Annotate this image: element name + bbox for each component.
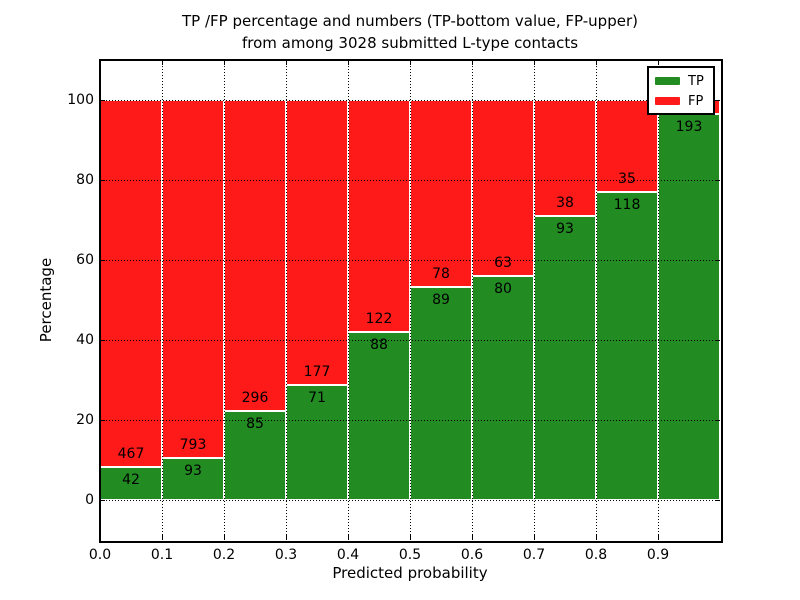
x-tick-label: 0.6 [460,547,484,563]
bar-segment-tp [658,114,720,500]
chart-title-line2: from among 3028 submitted L-type contact… [241,34,579,52]
bar-segment-fp [100,100,162,467]
y-tick-label: 0 [85,492,94,508]
y-tick-label: 80 [76,172,94,188]
bar-count-tp: 118 [613,196,641,213]
legend-swatch-fp-icon [655,97,680,105]
x-tick-label: 0.0 [88,547,112,563]
legend: TP FP [647,66,715,115]
bar-segment-fp [472,100,534,277]
x-tick-label: 0.8 [584,547,608,563]
bar-count-fp: 122 [365,311,393,328]
y-tick-label: 20 [76,412,94,428]
x-tick-label: 0.5 [398,547,422,563]
bar-segment-fp [410,100,472,287]
bar-count-fp: 38 [556,195,574,212]
bar-segment-tp [410,286,472,500]
bar-count-fp: 296 [241,389,269,406]
plot-area: 42 467 93 793 85 296 71 177 88 122 89 78 80 63 93 38 118… [99,59,723,543]
bar-count-fp: 177 [303,364,331,381]
y-tick-label: 40 [76,332,94,348]
chart-title-line1: TP /FP percentage and numbers (TP-bottom… [182,12,638,30]
chart-title: TP /FP percentage and numbers (TP-bottom… [100,10,720,54]
bar-segment-tp [596,191,658,500]
legend-label-tp: TP [688,73,704,89]
bar-count-tp: 42 [122,472,140,488]
bar-segment-fp [348,100,410,333]
legend-label-fp: FP [688,93,704,109]
bar-count-fp: 63 [494,255,512,272]
bar-labels-layer: 42 467 93 793 85 296 71 177 88 122 89 78 80 63 93 38 118… [100,60,720,540]
bar-count-tp: 88 [370,337,388,354]
x-tick-label: 0.2 [212,547,236,563]
bar-count-tp: 89 [432,291,450,308]
bar-segment-fp [224,100,286,411]
bar-count-tp: 93 [556,221,574,238]
bar-count-tp: 193 [675,119,703,135]
bar-count-fp: 793 [179,437,207,453]
bar-count-tp: 71 [308,390,326,407]
y-tick-label: 100 [67,92,94,108]
bar-segment-fp [286,100,348,386]
bar-count-fp: 35 [618,170,636,187]
x-tick-label: 0.4 [336,547,360,563]
x-tick-label: 0.9 [646,547,670,563]
legend-item-tp: TP [655,71,713,91]
bar-count-tp: 85 [246,415,264,432]
x-axis-label: Predicted probability [332,564,488,582]
bars-layer [100,60,720,540]
bar-count-tp: 93 [184,463,202,479]
legend-swatch-tp-icon [655,77,680,85]
x-tick-label: 0.1 [150,547,174,563]
bar-count-fp: 78 [432,265,450,282]
bar-segment-fp [162,100,224,458]
x-tick-label: 0.7 [522,547,546,563]
x-tick-label: 0.3 [274,547,298,563]
legend-item-fp: FP [655,91,713,111]
y-tick-label: 60 [76,252,94,268]
bar-segment-tp [100,467,162,500]
bar-count-tp: 80 [494,281,512,298]
bar-count-fp: 467 [117,446,145,462]
